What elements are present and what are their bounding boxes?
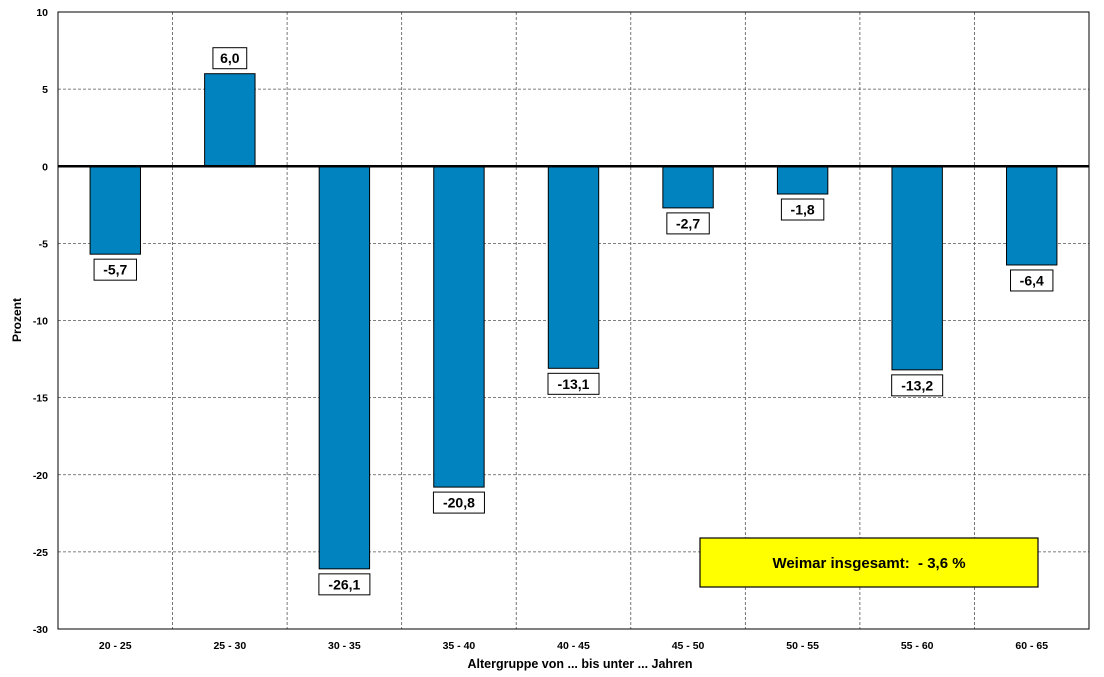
data-label: -13,2 [891, 374, 944, 397]
annotation-background [699, 537, 1039, 588]
x-tick-label: 60 - 65 [1015, 640, 1048, 652]
data-label-box [891, 374, 944, 397]
x-tick-label: 40 - 45 [557, 640, 590, 652]
data-label: -13,1 [547, 372, 600, 395]
bar [204, 73, 256, 167]
y-tick-label: 0 [42, 161, 48, 173]
data-label: -5,7 [93, 258, 137, 281]
data-labels: -5,7 6,0 -26,1 -20,8 -13,1 -2,7 -1,8 -13,2 -6,4 [93, 47, 1054, 596]
x-tick-labels: 20 - 25 25 - 30 30 - 35 35 - 40 40 - 45 45 - … [99, 640, 1048, 652]
data-label-box [93, 258, 137, 281]
data-label-text: -13,2 [901, 377, 933, 393]
data-label-box [432, 491, 485, 514]
plot-frame [57, 11, 1090, 630]
bar [662, 165, 714, 209]
y-axis-label: Prozent [10, 298, 24, 342]
data-label-text: -20,8 [443, 495, 475, 511]
x-axis-label: Altergruppe von ... bis unter ... Jahren [467, 657, 692, 671]
data-label-text: -26,1 [328, 576, 360, 592]
bar [318, 165, 371, 570]
data-label-box [547, 372, 600, 395]
data-label-box [1010, 269, 1054, 292]
data-label-box [666, 212, 710, 235]
y-tick-label: 5 [42, 84, 48, 96]
x-tick-label: 25 - 30 [213, 640, 246, 652]
y-tick-label: -25 [33, 547, 48, 559]
data-label: -2,7 [666, 212, 710, 235]
y-tick-label: -5 [39, 238, 48, 250]
bar [1006, 165, 1058, 266]
data-label: -26,1 [318, 573, 371, 596]
bar [433, 165, 485, 488]
data-label: -1,8 [780, 198, 825, 221]
data-label: 6,0 [212, 47, 248, 70]
data-label-text: -1,8 [791, 202, 815, 218]
x-tick-label: 45 - 50 [672, 640, 705, 652]
annotation-box: Weimar insgesamt: - 3,6 % [699, 537, 1039, 588]
x-tick-label: 55 - 60 [901, 640, 934, 652]
y-tick-label: -20 [33, 470, 48, 482]
data-label-text: -13,1 [558, 376, 590, 392]
x-tick-label: 50 - 55 [786, 640, 819, 652]
y-tick-label: -30 [33, 624, 48, 636]
data-label-box [212, 47, 248, 70]
y-tick-label: -15 [33, 393, 48, 405]
x-tick-label: 35 - 40 [443, 640, 476, 652]
y-tick-labels: 10 5 0 -5 -10 -15 -20 -25 -30 [33, 7, 48, 636]
data-label: -20,8 [432, 491, 485, 514]
data-label: -6,4 [1010, 269, 1054, 292]
data-label-box [318, 573, 371, 596]
annotation-text: Weimar insgesamt: - 3,6 % [772, 555, 965, 572]
bar [89, 165, 141, 255]
data-label-text: -5,7 [103, 262, 127, 278]
bars [89, 73, 1058, 570]
y-tick-label: -10 [33, 316, 48, 328]
data-label-text: -6,4 [1020, 272, 1044, 288]
data-label-box [780, 198, 825, 221]
bar [776, 165, 829, 195]
data-label-text: 6,0 [220, 50, 240, 66]
bar [891, 165, 943, 371]
y-tick-label: 10 [36, 7, 48, 19]
x-tick-label: 20 - 25 [99, 640, 132, 652]
bar [547, 165, 600, 369]
x-tick-label: 30 - 35 [328, 640, 361, 652]
data-label-text: -2,7 [676, 215, 700, 231]
